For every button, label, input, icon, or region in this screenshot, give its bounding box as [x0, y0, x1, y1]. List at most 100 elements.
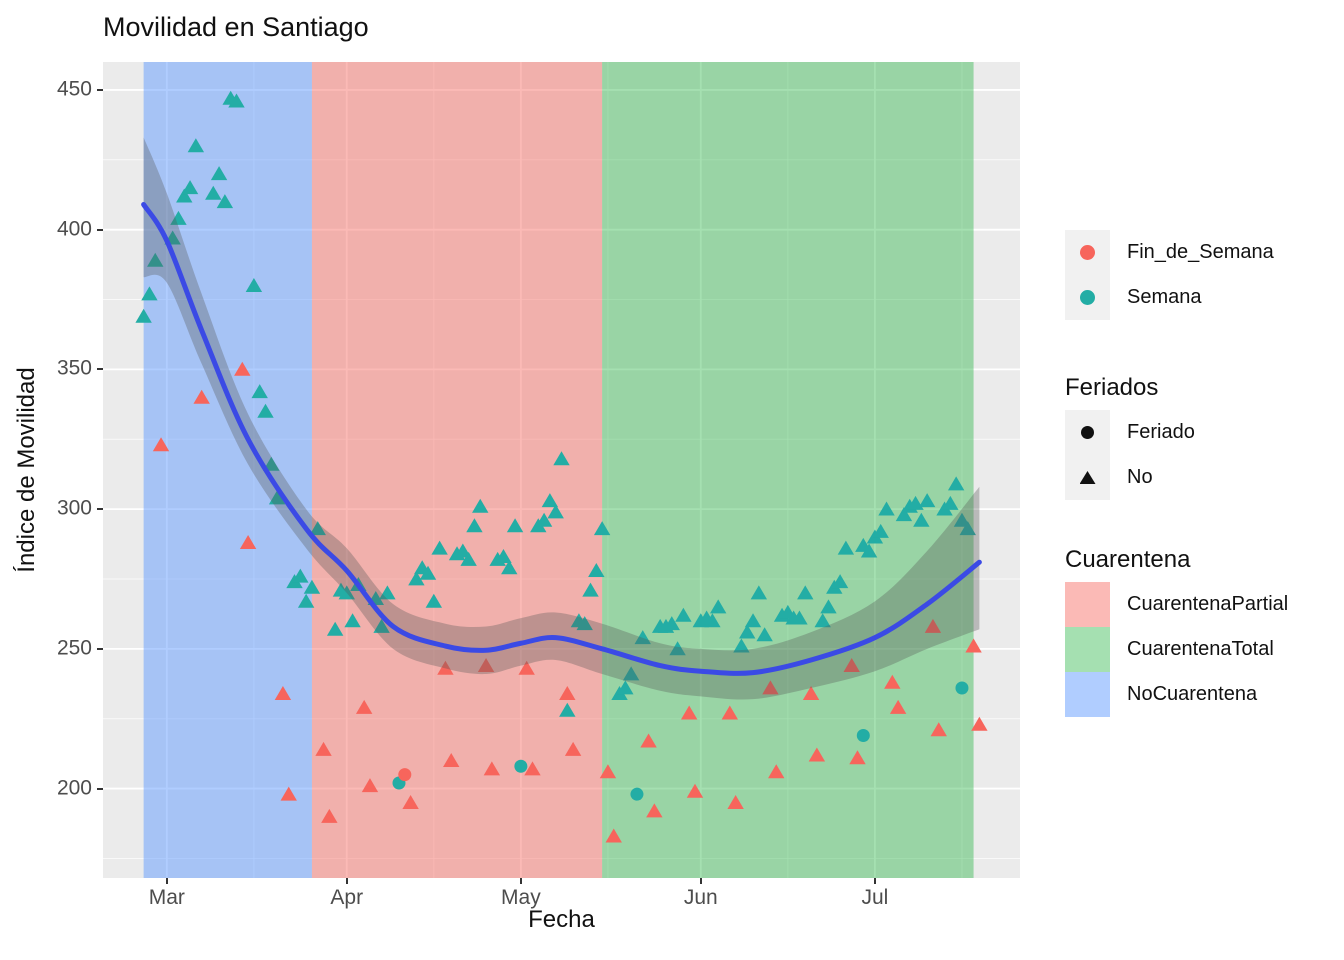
- legend-cuarentena: Cuarentena CuarentenaPartial CuarentenaT…: [1065, 546, 1335, 717]
- data-point-feriado: [630, 787, 644, 801]
- data-point: [721, 705, 739, 720]
- x-axis-title: Fecha: [528, 906, 595, 933]
- data-point: [802, 685, 820, 700]
- data-point: [872, 523, 889, 538]
- x-tick-label-jul: Jul: [861, 886, 889, 909]
- data-point: [756, 627, 773, 642]
- data-point: [483, 761, 501, 776]
- data-point: [959, 521, 976, 536]
- legend-key: [1065, 230, 1110, 275]
- data-point: [245, 277, 263, 292]
- data-point: [849, 750, 866, 765]
- data-point: [210, 166, 228, 181]
- data-point: [326, 621, 344, 636]
- data-point: [402, 794, 419, 809]
- data-point: [187, 138, 205, 153]
- data-point: [768, 764, 785, 779]
- smooth-trend-line: [141, 202, 982, 676]
- feriado-circle-icon: [1081, 426, 1094, 439]
- data-point: [321, 808, 338, 823]
- data-point: [176, 188, 193, 203]
- legend-item-feriado: Feriado: [1065, 410, 1335, 455]
- data-point: [454, 543, 472, 558]
- data-point: [942, 495, 959, 510]
- data-point: [477, 658, 495, 673]
- data-point: [599, 764, 617, 779]
- legend-label: CuarentenaPartial: [1127, 593, 1289, 615]
- data-point: [704, 613, 721, 628]
- data-point: [443, 753, 460, 768]
- data-point: [147, 252, 164, 267]
- data-point: [663, 616, 680, 631]
- data-point: [820, 599, 837, 614]
- chart-title: Movilidad en Santiago: [103, 12, 369, 42]
- data-point: [472, 498, 489, 513]
- data-point-feriado: [856, 728, 870, 742]
- legend-label: Fin_de_Semana: [1127, 241, 1274, 263]
- cuarentena-partial-swatch: [1065, 581, 1110, 627]
- data-point: [669, 641, 686, 656]
- data-point: [541, 493, 559, 508]
- data-point: [170, 210, 187, 225]
- data-point: [501, 560, 518, 575]
- data-point: [280, 786, 297, 801]
- data-point: [228, 93, 245, 108]
- y-tick-label-350: 350: [56, 356, 92, 380]
- data-point: [268, 490, 286, 505]
- data-point: [315, 741, 332, 756]
- legend-cuarentena-title: Cuarentena: [1065, 546, 1191, 573]
- data-point: [971, 716, 988, 731]
- data-point: [361, 778, 379, 793]
- data-point: [860, 543, 878, 558]
- data-point: [686, 783, 704, 798]
- band-nocuarentena: [143, 62, 312, 878]
- data-point: [593, 521, 611, 536]
- y-tick-mark: [97, 228, 103, 231]
- y-tick-mark: [97, 647, 103, 650]
- legend-label: Semana: [1127, 286, 1202, 308]
- data-point: [216, 194, 234, 209]
- y-tick-label-400: 400: [56, 217, 92, 241]
- plot-panel: [103, 62, 1020, 878]
- x-tick-label-jun: Jun: [683, 886, 718, 909]
- x-tick-label-apr: Apr: [330, 886, 364, 909]
- x-tick-mark: [165, 878, 168, 884]
- y-tick-label-450: 450: [56, 77, 92, 101]
- data-point: [808, 747, 826, 762]
- data-point: [953, 512, 971, 527]
- y-tick-label-250: 250: [56, 636, 92, 660]
- data-point: [605, 828, 622, 843]
- data-point: [843, 658, 860, 673]
- legend-label: NoCuarentena: [1127, 683, 1258, 705]
- data-point: [344, 613, 361, 628]
- data-point: [431, 540, 448, 555]
- data-point: [535, 512, 553, 527]
- data-point: [297, 593, 315, 608]
- data-point: [355, 699, 373, 714]
- data-point: [878, 501, 895, 516]
- data-point: [303, 579, 321, 594]
- data-point: [895, 507, 913, 522]
- data-point: [495, 549, 512, 564]
- legend-feriados-title: Feriados: [1065, 374, 1159, 401]
- data-point: [750, 585, 768, 600]
- legend-label: CuarentenaTotal: [1127, 638, 1274, 660]
- data-point: [762, 680, 779, 695]
- data-point: [135, 308, 152, 323]
- data-point: [338, 585, 355, 600]
- data-point: [918, 493, 936, 508]
- data-point: [408, 571, 425, 586]
- data-point: [675, 607, 692, 622]
- data-point: [506, 518, 524, 533]
- data-point: [965, 638, 982, 653]
- data-point: [622, 666, 640, 681]
- data-point: [831, 574, 849, 589]
- band-cuarentenatotal: [602, 62, 974, 878]
- cuarentena-total-swatch: [1065, 626, 1110, 672]
- y-tick-label-300: 300: [56, 496, 92, 520]
- data-point: [617, 680, 634, 695]
- data-point: [263, 456, 280, 471]
- data-point: [553, 451, 570, 466]
- legend-item-no-cuarentena: NoCuarentena: [1065, 671, 1335, 717]
- data-point: [257, 403, 274, 418]
